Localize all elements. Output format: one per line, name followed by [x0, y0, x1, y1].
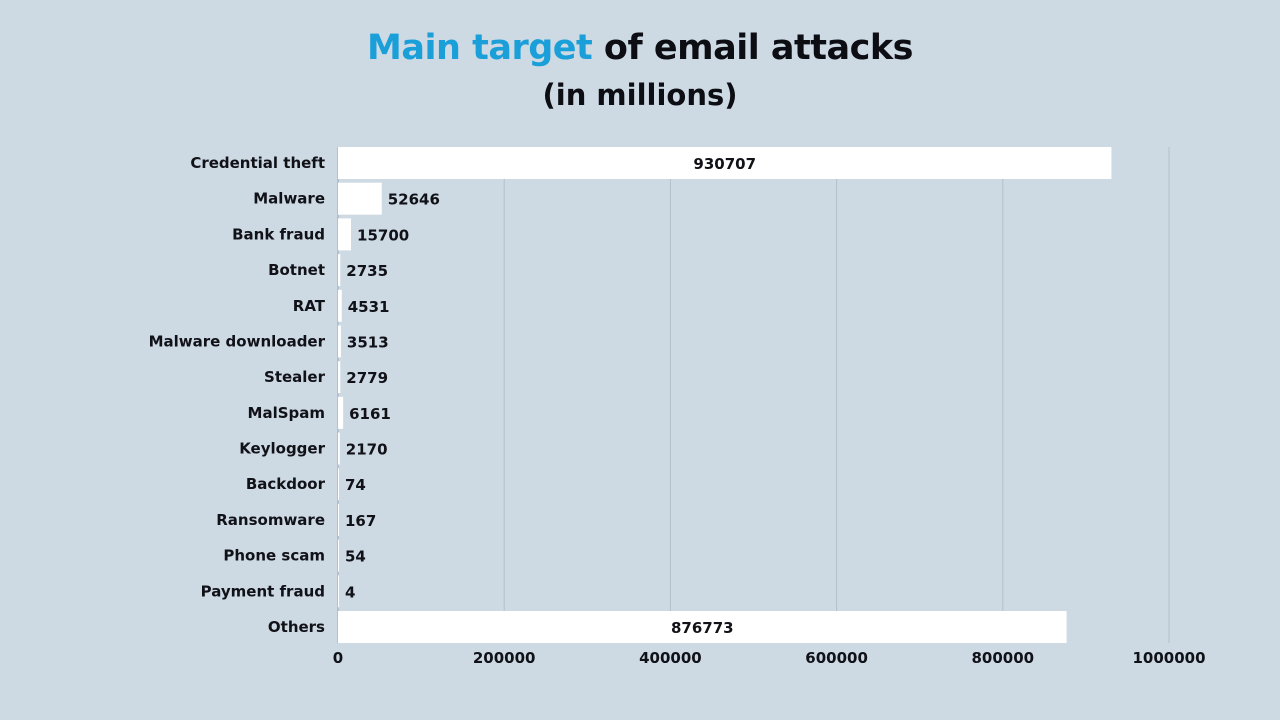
bar	[338, 396, 344, 429]
x-tick-label: 800000	[971, 649, 1034, 667]
value-label: 4	[345, 583, 355, 601]
value-label: 74	[345, 476, 366, 494]
x-tick-label: 400000	[639, 649, 702, 667]
value-label: 2735	[346, 262, 388, 280]
value-label: 4531	[348, 298, 390, 316]
category-label: Phone scam	[223, 547, 325, 565]
value-label: 876773	[671, 619, 734, 637]
bar	[338, 611, 1067, 643]
bar	[338, 575, 339, 608]
value-label: 930707	[693, 155, 756, 173]
value-label: 167	[345, 512, 376, 530]
value-label: 54	[345, 548, 366, 566]
x-tick-label: 200000	[473, 649, 536, 667]
value-label: 6161	[349, 405, 391, 423]
category-label: Others	[268, 618, 325, 636]
category-label: Stealer	[264, 368, 326, 386]
chart-subtitle: (in millions)	[542, 78, 738, 112]
chart-title-rest: of email attacks	[603, 28, 914, 68]
category-label: Malware	[253, 190, 325, 208]
category-label: Malware downloader	[149, 332, 326, 350]
category-label: Backdoor	[246, 475, 326, 493]
bar	[338, 432, 340, 465]
bar	[338, 468, 339, 501]
chart-title: Main target of email attacks	[0, 28, 1280, 68]
category-label: Bank fraud	[232, 225, 325, 243]
category-label: Keylogger	[239, 440, 325, 458]
bar	[338, 218, 352, 251]
value-label: 3513	[347, 333, 389, 351]
bar	[338, 147, 1112, 179]
x-tick-label: 600000	[805, 649, 868, 667]
x-tick-label: 1000000	[1132, 649, 1205, 667]
value-label: 2779	[346, 369, 388, 387]
bar	[338, 325, 341, 358]
category-label: RAT	[293, 297, 326, 315]
category-label: Credential theft	[190, 154, 325, 172]
bar	[338, 289, 342, 322]
x-tick-label: 0	[333, 649, 343, 667]
chart-title-highlight: Main target	[367, 28, 593, 68]
bar	[338, 182, 382, 215]
bar	[338, 503, 339, 536]
bar	[338, 361, 341, 394]
value-label: 2170	[346, 441, 388, 459]
value-label: 52646	[388, 191, 440, 209]
category-label: Botnet	[268, 261, 325, 279]
category-label: Payment fraud	[201, 582, 325, 600]
category-label: MalSpam	[248, 404, 325, 422]
category-label: Ransomware	[216, 511, 325, 529]
bar	[338, 539, 339, 572]
value-label: 15700	[357, 226, 409, 244]
bar	[338, 254, 341, 287]
